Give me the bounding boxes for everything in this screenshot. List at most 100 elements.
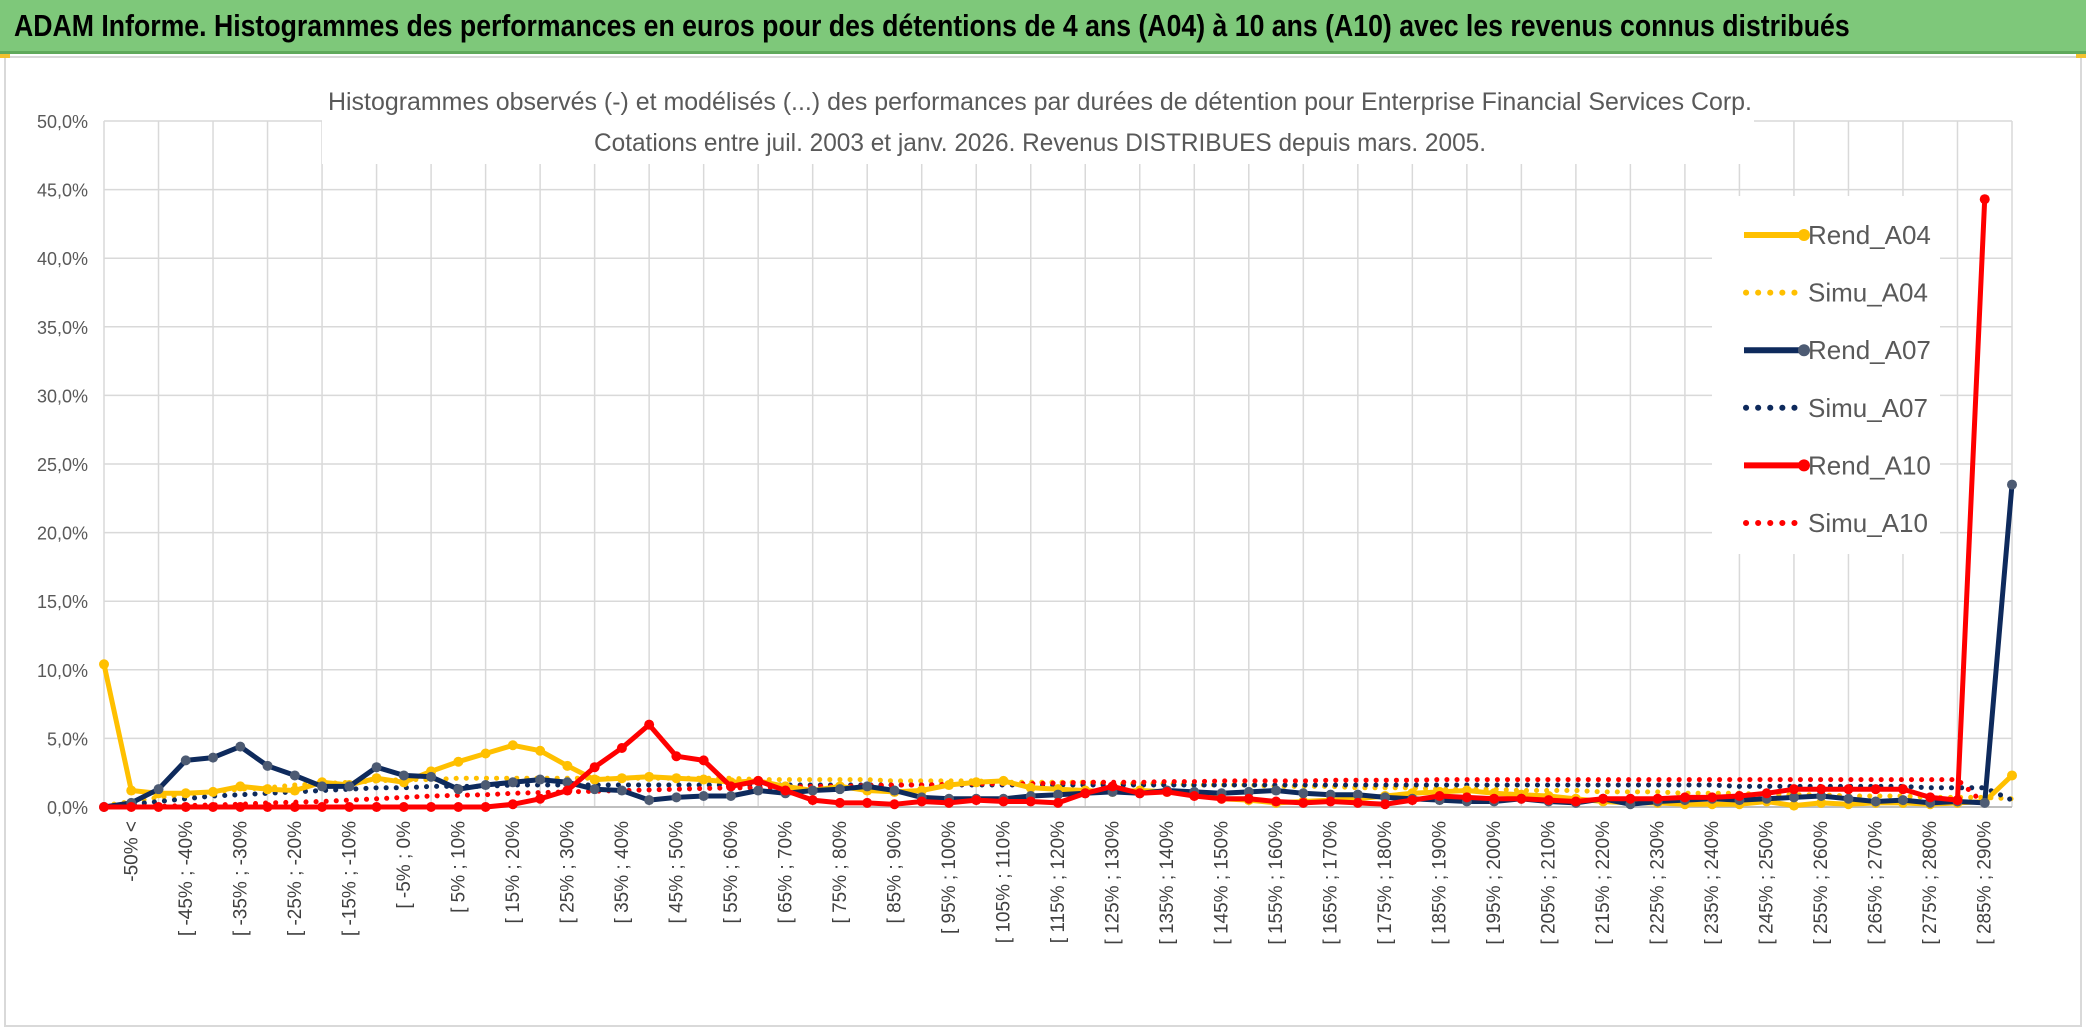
- data-point: [1570, 796, 1581, 807]
- x-tick-label: [ 85% ; 90%: [884, 821, 905, 924]
- data-point: [834, 784, 845, 795]
- chart-legend: Rend_A04 Simu_A04 Rend_A07 Simu_A07 Rend_A10…: [1712, 196, 1940, 554]
- y-tick-label: 10,0%: [37, 661, 88, 681]
- data-point: [1134, 788, 1145, 799]
- data-point: [2007, 770, 2017, 781]
- data-point: [1598, 793, 1609, 804]
- data-point: [1788, 800, 1799, 811]
- x-tick-label: [ -35% ; -30%: [230, 821, 251, 936]
- legend-label-rend_a04: Rend_A04: [1808, 220, 1931, 250]
- data-point: [698, 755, 709, 766]
- data-point: [1107, 781, 1118, 792]
- data-point: [1053, 789, 1063, 800]
- data-point: [535, 774, 546, 785]
- data-point: [126, 785, 137, 796]
- data-point: [1461, 785, 1472, 796]
- data-point: [616, 773, 627, 784]
- data-point: [753, 775, 764, 786]
- x-tick-label: [ 125% ; 130%: [1103, 821, 1124, 945]
- data-point: [398, 777, 409, 788]
- data-point: [1461, 792, 1472, 803]
- x-tick-label: [ -45% ; -40%: [176, 821, 197, 936]
- data-point: [1979, 194, 1990, 205]
- data-point: [507, 777, 518, 788]
- data-point: [1025, 796, 1036, 807]
- data-point: [1025, 782, 1036, 793]
- data-point: [1652, 793, 1663, 804]
- data-point: [1761, 788, 1772, 799]
- y-tick-label: 15,0%: [37, 592, 88, 612]
- data-point: [589, 762, 600, 773]
- report-header: ADAM Informe. Histogrammes des performan…: [0, 0, 2086, 54]
- data-point: [1298, 788, 1309, 799]
- data-point: [1325, 789, 1336, 800]
- series-line-rend_a10: [104, 199, 1988, 810]
- data-point: [943, 780, 954, 791]
- data-point: [426, 771, 437, 782]
- data-point: [1925, 792, 1936, 803]
- data-point: [562, 760, 573, 771]
- data-point: [153, 802, 164, 812]
- data-point: [916, 785, 927, 796]
- data-point: [725, 781, 736, 792]
- data-point: [616, 743, 627, 754]
- data-point: [1788, 784, 1799, 795]
- data-point: [99, 659, 109, 670]
- data-point: [671, 773, 682, 784]
- data-point: [453, 802, 464, 812]
- data-point: [1843, 793, 1854, 804]
- y-tick-label: 45,0%: [37, 181, 88, 201]
- y-tick-label: 25,0%: [37, 455, 88, 475]
- x-tick-label: [ 105% ; 110%: [993, 821, 1014, 943]
- y-tick-label: 5,0%: [47, 729, 88, 749]
- data-point: [153, 784, 164, 795]
- y-tick-label: 30,0%: [37, 386, 88, 406]
- chart-grid: [103, 120, 2013, 808]
- data-point: [317, 802, 328, 812]
- x-tick-label: [ 75% ; 80%: [830, 821, 851, 924]
- x-tick-label: [ 245% ; 250%: [1757, 821, 1778, 945]
- data-point: [1816, 784, 1827, 795]
- x-tick-label: [ 155% ; 160%: [1266, 821, 1287, 945]
- data-point: [1816, 797, 1827, 808]
- data-point: [262, 760, 273, 771]
- chart-frame: [4, 56, 2082, 1027]
- data-point: [535, 745, 546, 756]
- legend-background: [1712, 196, 1940, 554]
- data-point: [671, 751, 682, 762]
- data-point: [698, 774, 709, 785]
- data-point: [480, 802, 491, 812]
- data-point: [1216, 793, 1227, 804]
- data-point: [1897, 795, 1908, 806]
- x-tick-label: [ 195% ; 200%: [1484, 821, 1505, 945]
- x-tick-label: [ 45% ; 50%: [666, 821, 687, 924]
- data-point: [616, 785, 627, 796]
- legend-label-simu_a04: Simu_A04: [1808, 278, 1928, 308]
- data-point: [725, 791, 736, 802]
- data-point: [371, 773, 382, 784]
- data-point: [180, 788, 191, 799]
- data-point: [834, 797, 845, 808]
- data-point: [180, 755, 191, 766]
- x-tick-label: [ 265% ; 270%: [1866, 821, 1887, 945]
- data-point: [289, 785, 300, 796]
- data-point: [289, 802, 300, 812]
- data-point: [235, 802, 246, 812]
- data-point: [1053, 797, 1063, 808]
- x-tick-label: [ 15% ; 20%: [503, 821, 524, 924]
- y-tick-label: 35,0%: [37, 318, 88, 338]
- data-point: [644, 719, 655, 730]
- data-point: [1516, 793, 1527, 804]
- data-point: [208, 802, 219, 812]
- x-tick-label: [ 235% ; 240%: [1702, 821, 1723, 945]
- data-point: [1380, 792, 1391, 803]
- data-point: [1189, 791, 1200, 802]
- data-point: [1352, 797, 1363, 808]
- data-point: [889, 799, 900, 810]
- x-tick-label: [ 25% ; 30%: [557, 821, 578, 924]
- x-tick-label: [ 275% ; 280%: [1920, 821, 1941, 945]
- data-point: [398, 802, 409, 812]
- data-point: [562, 777, 573, 788]
- data-point: [998, 796, 1009, 807]
- data-point: [671, 792, 682, 803]
